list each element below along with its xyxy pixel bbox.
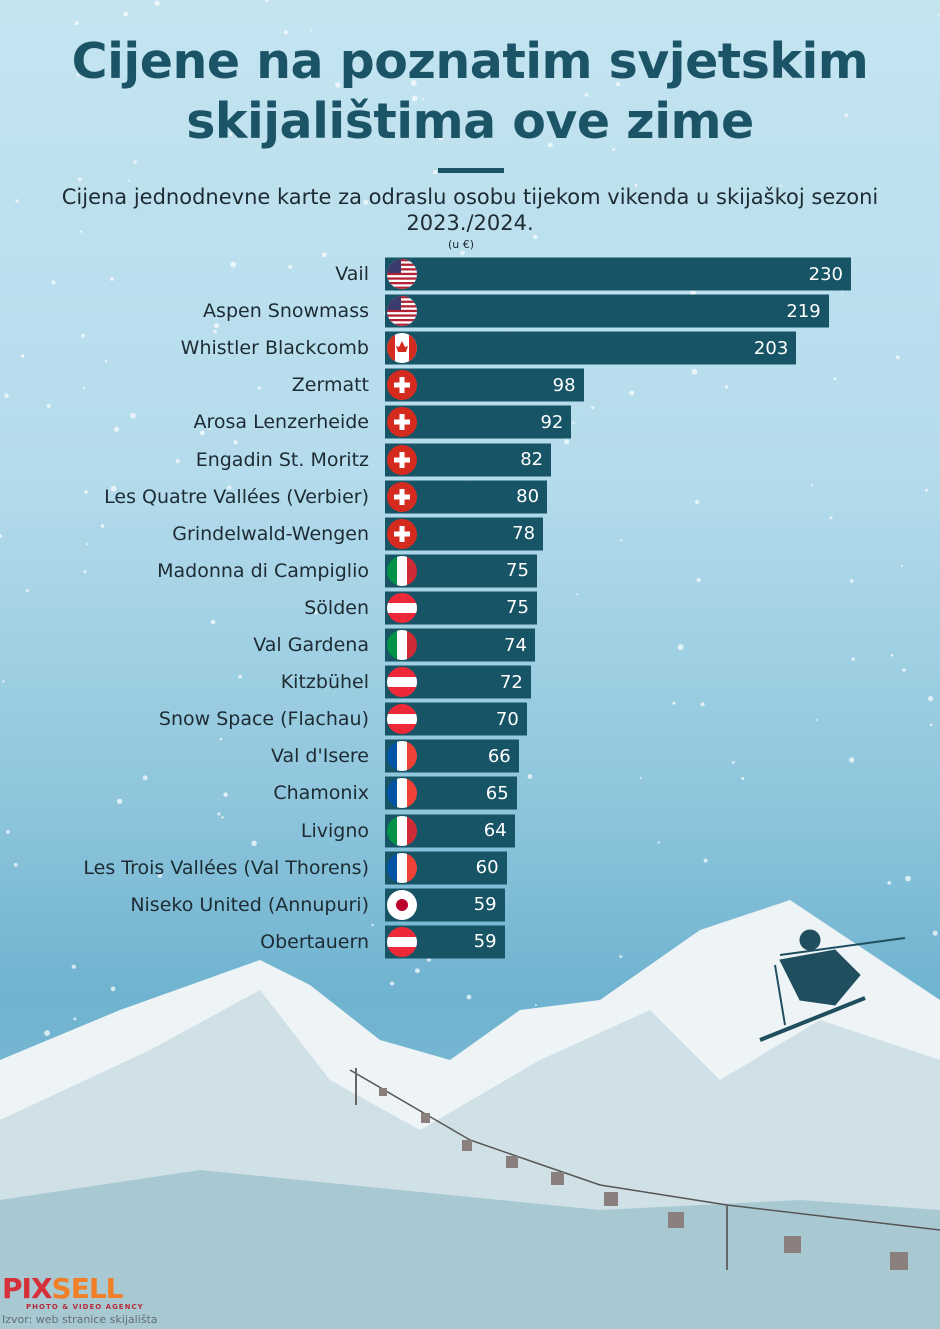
data-label: 74 [504,634,527,656]
category-label: Grindelwald-Wengen [172,522,369,545]
logo-tagline: PHOTO & VIDEO AGENCY [26,1303,144,1311]
category-label: Engadin St. Moritz [195,448,369,471]
category-label: Les Quatre Vallées (Verbier) [104,485,369,508]
category-label: Zermatt [291,374,369,397]
data-label: 66 [487,745,511,767]
skier-icon [759,929,906,1042]
flag-jp-icon [387,889,417,920]
subtitle: Cijena jednodnevne karte za odraslu osob… [61,185,879,235]
data-label: 98 [552,374,576,396]
data-label: 92 [540,411,564,433]
data-label: 82 [520,449,544,470]
category-label: Val Gardena [253,634,369,656]
data-label: 64 [483,820,507,841]
data-label: 70 [495,708,519,730]
category-label: Chamonix [273,782,369,805]
unit-label: (u €) [448,238,475,251]
category-label: Vail [335,263,369,285]
page-title: Cijene na poznatim svjetskim skijalištim… [71,33,869,150]
data-label: 80 [516,486,540,508]
category-label: Whistler Blackcomb [180,337,369,360]
flag-fr-icon [387,778,417,809]
flag-us-icon [387,259,417,289]
flag-at-icon [387,592,417,623]
bar: 230 [385,257,851,291]
flag-ch-icon [387,444,417,475]
flag-at-icon [387,704,417,735]
title-divider [438,168,504,173]
data-label: 65 [485,782,509,804]
flag-fr-icon [387,741,417,772]
category-label: Snow Space (Flachau) [158,708,369,731]
bar: 219 [385,294,829,328]
pixsell-logo: PIXSELL [2,1272,124,1305]
flag-us-icon [387,296,417,327]
flag-ch-icon [387,370,417,401]
category-label: Aspen Snowmass [203,300,369,323]
data-label: 59 [473,931,497,953]
flag-ch-icon [387,407,417,438]
category-label: Sölden [304,596,369,619]
flag-fr-icon [387,852,417,883]
data-label: 219 [786,300,821,322]
flag-at-icon [387,926,417,957]
category-label: Niseko United (Annupuri) [130,893,369,916]
bar: 203 [385,331,797,365]
data-label: 203 [753,337,789,359]
category-label: Les Trois Vallées (Val Thorens) [83,856,369,879]
category-label: Madonna di Campiglio [157,559,369,582]
data-label: 72 [499,671,523,693]
category-label: Livigno [300,819,369,842]
data-label: 78 [512,523,536,545]
source-note: Izvor: web stranice skijališta [2,1313,158,1326]
flag-ca-icon [387,333,417,364]
category-label: Kitzbühel [280,671,369,694]
flag-ch-icon [387,481,417,512]
data-label: 75 [506,560,529,582]
flag-it-icon [387,815,417,846]
category-label: Obertauern [260,930,369,953]
category-label: Arosa Lenzerheide [193,411,369,434]
flag-it-icon [387,555,417,586]
bar-chart: Vail 230 Aspen Snowmass 219 Whistler Blackco… [83,257,851,959]
flag-it-icon [387,630,417,660]
bar: 98 [385,368,584,402]
data-label: 59 [473,894,497,916]
flag-ch-icon [387,518,417,549]
data-label: 60 [475,857,499,879]
data-label: 75 [506,597,529,619]
flag-at-icon [387,667,417,698]
data-label: 230 [808,263,843,285]
category-label: Val d'Isere [270,745,369,768]
